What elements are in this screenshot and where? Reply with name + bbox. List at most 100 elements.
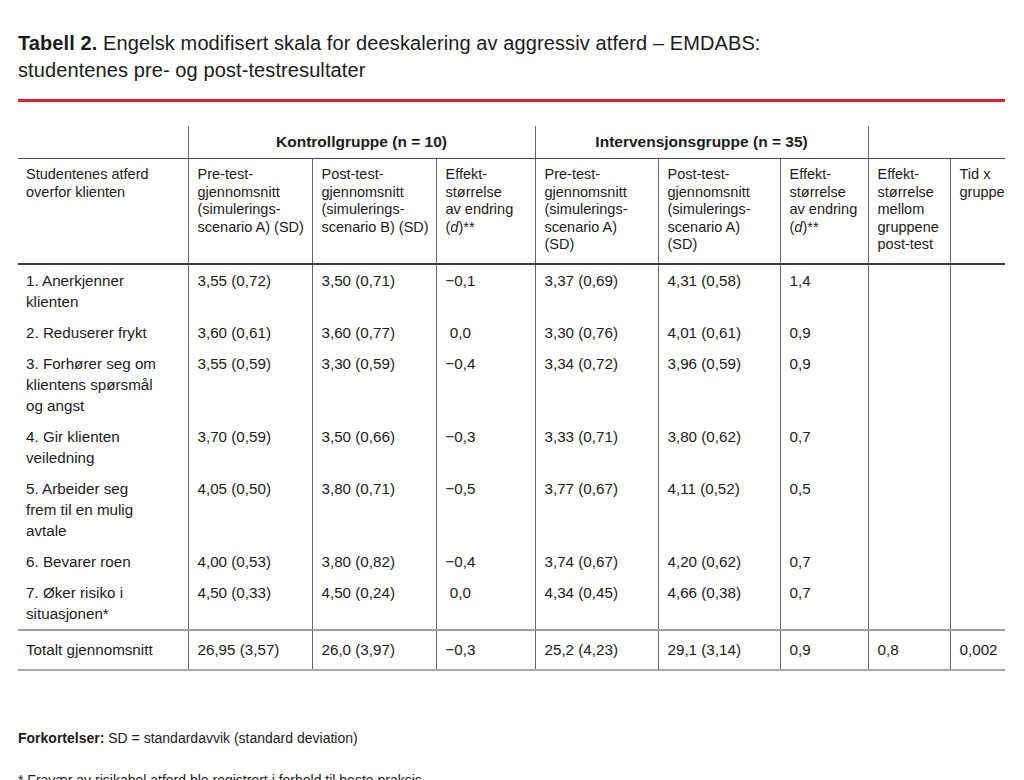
total-row: Totalt gjennomsnitt 26,95 (3,57) 26,0 (3… xyxy=(18,630,1005,670)
total-value-cell: 26,0 (3,97) xyxy=(312,630,436,670)
empty-cell xyxy=(868,546,950,577)
total-between-cell: 0,8 xyxy=(868,630,950,670)
col-header-behavior: Studentenes atferd overfor klienten xyxy=(18,159,188,264)
empty-cell xyxy=(868,473,950,546)
effect-cell: 0,9 xyxy=(780,317,868,348)
value-cell: 3,60 (0,61) xyxy=(188,317,312,348)
row-label-cell: 7. Øker risiko i situasjonen* xyxy=(18,577,188,630)
table-title-number: Tabell 2. xyxy=(18,32,97,54)
empty-cell xyxy=(950,577,1005,630)
total-tid-cell: 0,002 xyxy=(950,630,1005,670)
total-value-cell: 26,95 (3,57) xyxy=(188,630,312,670)
effect-cell: 0,7 xyxy=(780,577,868,630)
value-cell: 4,34 (0,45) xyxy=(535,577,658,630)
effect-cell: 0,0 xyxy=(436,577,535,630)
row-label-cell: 2. Reduserer frykt xyxy=(18,317,188,348)
total-effect-cell: −0,3 xyxy=(436,630,535,670)
effect-cell: 0,9 xyxy=(780,348,868,421)
table-title-text: Engelsk modifisert skala for deeskalerin… xyxy=(18,32,761,81)
results-table: Kontrollgruppe (n = 10) Intervensjonsgru… xyxy=(18,126,1005,671)
group-header-row: Kontrollgruppe (n = 10) Intervensjonsgru… xyxy=(18,126,1005,159)
group-header-spacer-right xyxy=(868,126,1005,159)
value-cell: 3,50 (0,71) xyxy=(312,264,436,317)
empty-cell xyxy=(950,348,1005,421)
col-header-intervention-effectsize: Effekt- størrelse av endring (d)** xyxy=(780,159,868,264)
total-effect-cell: 0,9 xyxy=(780,630,868,670)
table-row: 4. Gir klienten veiledning 3,70 (0,59) 3… xyxy=(18,421,1005,473)
value-cell: 3,77 (0,67) xyxy=(535,473,658,546)
value-cell: 3,30 (0,59) xyxy=(312,348,436,421)
value-cell: 3,55 (0,59) xyxy=(188,348,312,421)
empty-cell xyxy=(868,577,950,630)
table-row: 2. Reduserer frykt 3,60 (0,61) 3,60 (0,7… xyxy=(18,317,1005,348)
total-label-cell: Totalt gjennomsnitt xyxy=(18,630,188,670)
row-label-cell: 4. Gir klienten veiledning xyxy=(18,421,188,473)
empty-cell xyxy=(950,546,1005,577)
table-row: 7. Øker risiko i situasjonen* 4,50 (0,33… xyxy=(18,577,1005,630)
table-title: Tabell 2. Engelsk modifisert skala for d… xyxy=(18,0,1005,84)
col-header-control-effectsize: Effekt- størrelse av endring (d)** xyxy=(436,159,535,264)
table-row: 1. Anerkjenner klienten 3,55 (0,72) 3,50… xyxy=(18,264,1005,317)
row-label-cell: 1. Anerkjenner klienten xyxy=(18,264,188,317)
empty-cell xyxy=(868,348,950,421)
group-header-intervention: Intervensjonsgruppe (n = 35) xyxy=(535,126,868,159)
effect-cell: −0,5 xyxy=(436,473,535,546)
footnote-asterisk: * Fravær av risikabel atferd ble registr… xyxy=(18,770,1005,780)
col-header-time-x-group: Tid x gruppe xyxy=(950,159,1005,264)
value-cell: 3,74 (0,67) xyxy=(535,546,658,577)
row-label-cell: 6. Bevarer roen xyxy=(18,546,188,577)
value-cell: 3,30 (0,76) xyxy=(535,317,658,348)
value-cell: 3,50 (0,66) xyxy=(312,421,436,473)
value-cell: 3,55 (0,72) xyxy=(188,264,312,317)
col-header-betweengroups: Effekt- størrelse mellom gruppene post-t… xyxy=(868,159,950,264)
col-header-intervention-posttest: Post-test- gjennomsnitt (simulerings- sc… xyxy=(658,159,780,264)
effect-cell: −0,4 xyxy=(436,348,535,421)
group-header-spacer-left xyxy=(18,126,188,159)
row-label-cell: 5. Arbeider seg frem til en mulig avtale xyxy=(18,473,188,546)
value-cell: 4,50 (0,24) xyxy=(312,577,436,630)
value-cell: 4,66 (0,38) xyxy=(658,577,780,630)
value-cell: 4,11 (0,52) xyxy=(658,473,780,546)
empty-cell xyxy=(868,264,950,317)
value-cell: 4,20 (0,62) xyxy=(658,546,780,577)
value-cell: 3,70 (0,59) xyxy=(188,421,312,473)
empty-cell xyxy=(950,264,1005,317)
value-cell: 4,31 (0,58) xyxy=(658,264,780,317)
value-cell: 3,60 (0,77) xyxy=(312,317,436,348)
row-label-cell: 3. Forhører seg om klientens spørsmål og… xyxy=(18,348,188,421)
total-value-cell: 25,2 (4,23) xyxy=(535,630,658,670)
total-value-cell: 29,1 (3,14) xyxy=(658,630,780,670)
table-row: 5. Arbeider seg frem til en mulig avtale… xyxy=(18,473,1005,546)
value-cell: 4,50 (0,33) xyxy=(188,577,312,630)
col-header-intervention-pretest: Pre-test- gjennomsnitt (simulerings- sce… xyxy=(535,159,658,264)
empty-cell xyxy=(950,317,1005,348)
column-header-row: Studentenes atferd overfor klienten Pre-… xyxy=(18,159,1005,264)
effect-cell: −0,4 xyxy=(436,546,535,577)
empty-cell xyxy=(950,421,1005,473)
value-cell: 3,33 (0,71) xyxy=(535,421,658,473)
effect-cell: 0,7 xyxy=(780,546,868,577)
value-cell: 4,05 (0,50) xyxy=(188,473,312,546)
article-table-page: Tabell 2. Engelsk modifisert skala for d… xyxy=(18,0,1005,780)
footnote-abbreviations: Forkortelser: SD = standardavvik (standa… xyxy=(18,728,1005,749)
col-header-control-pretest: Pre-test- gjennomsnitt (simulerings- sce… xyxy=(188,159,312,264)
effect-cell: 0,0 xyxy=(436,317,535,348)
effect-cell: 0,7 xyxy=(780,421,868,473)
empty-cell xyxy=(868,421,950,473)
value-cell: 3,80 (0,71) xyxy=(312,473,436,546)
value-cell: 3,96 (0,59) xyxy=(658,348,780,421)
group-header-control: Kontrollgruppe (n = 10) xyxy=(188,126,535,159)
effect-cell: 1,4 xyxy=(780,264,868,317)
table-row: 3. Forhører seg om klientens spørsmål og… xyxy=(18,348,1005,421)
value-cell: 4,00 (0,53) xyxy=(188,546,312,577)
effect-cell: −0,1 xyxy=(436,264,535,317)
value-cell: 3,80 (0,82) xyxy=(312,546,436,577)
effect-cell: −0,3 xyxy=(436,421,535,473)
empty-cell xyxy=(950,473,1005,546)
empty-cell xyxy=(868,317,950,348)
effect-cell: 0,5 xyxy=(780,473,868,546)
value-cell: 4,01 (0,61) xyxy=(658,317,780,348)
value-cell: 3,34 (0,72) xyxy=(535,348,658,421)
footnotes: Forkortelser: SD = standardavvik (standa… xyxy=(18,707,1005,780)
table-row: 6. Bevarer roen 4,00 (0,53) 3,80 (0,82) … xyxy=(18,546,1005,577)
